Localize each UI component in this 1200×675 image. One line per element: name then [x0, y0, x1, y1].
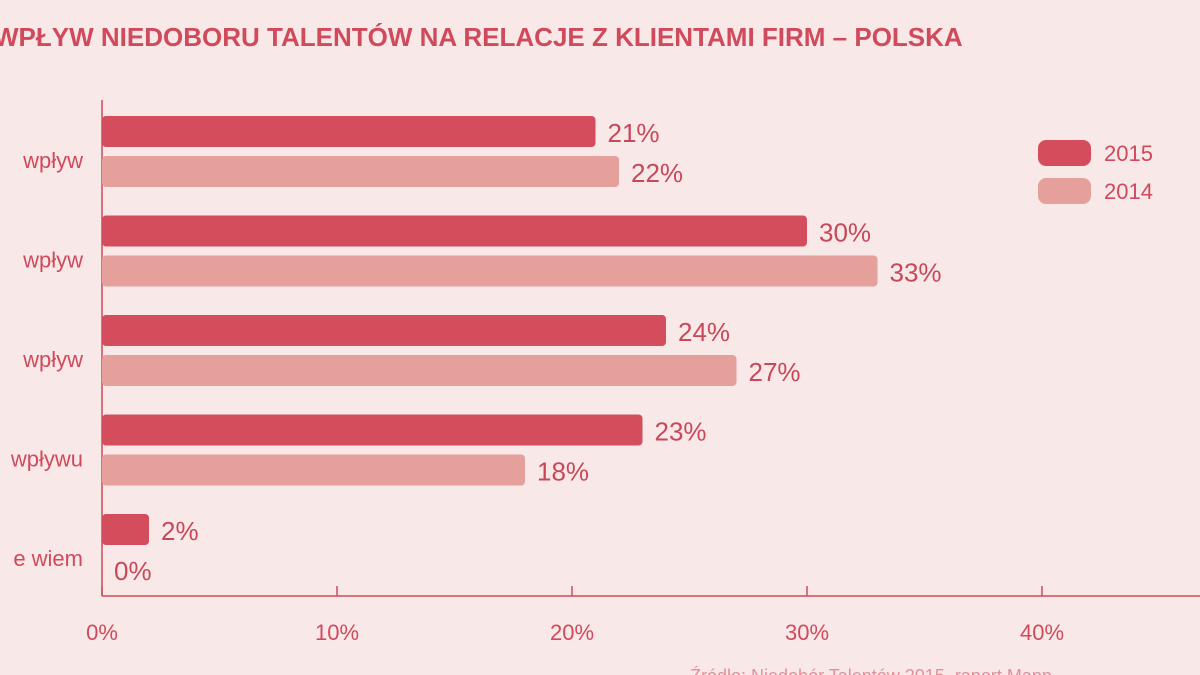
bar: [102, 255, 878, 287]
bar: [102, 355, 737, 386]
bar: [102, 116, 596, 147]
legend-swatch: [1038, 140, 1091, 166]
data-label: 30%: [819, 218, 871, 248]
data-label: 22%: [631, 158, 683, 188]
bar: [102, 315, 666, 346]
bar: [102, 414, 643, 446]
legend-swatch: [1038, 178, 1091, 204]
legend-label: 2014: [1104, 179, 1153, 204]
category-label: wpływ: [22, 148, 83, 173]
category-label: e wiem: [13, 546, 83, 571]
axes: 0% 10% 20% 30% 40%: [86, 100, 1200, 645]
data-label: 2%: [161, 516, 199, 546]
data-label: 33%: [890, 258, 942, 288]
category-label: wpływ: [22, 347, 83, 372]
bar: [102, 514, 149, 545]
x-tick-label: 10%: [315, 620, 359, 645]
x-tick-label: 20%: [550, 620, 594, 645]
data-label: 18%: [537, 457, 589, 487]
bars: wpływ 21% 22% wpływ 30% 33% wpływ 24% 27% wpływu 2…: [10, 116, 942, 586]
data-label: 24%: [678, 317, 730, 347]
data-label: 21%: [608, 118, 660, 148]
source-note: Źródło: Niedobór Talentów 2015, raport M…: [690, 666, 1052, 675]
data-label: 27%: [749, 357, 801, 387]
x-tick-label: 30%: [785, 620, 829, 645]
category-label: wpływ: [22, 248, 83, 273]
legend-label: 2015: [1104, 141, 1153, 166]
data-label: 23%: [655, 417, 707, 447]
bar: [102, 454, 525, 486]
chart-title: WPŁYW NIEDOBORU TALENTÓW NA RELACJE Z KL…: [0, 22, 963, 52]
x-tick-label: 40%: [1020, 620, 1064, 645]
bar: [102, 215, 807, 247]
bar: [102, 156, 619, 187]
legend: 2015 2014: [1038, 140, 1153, 204]
category-label: wpływu: [10, 447, 83, 472]
x-tick-label: 0%: [86, 620, 118, 645]
data-label: 0%: [114, 556, 152, 586]
